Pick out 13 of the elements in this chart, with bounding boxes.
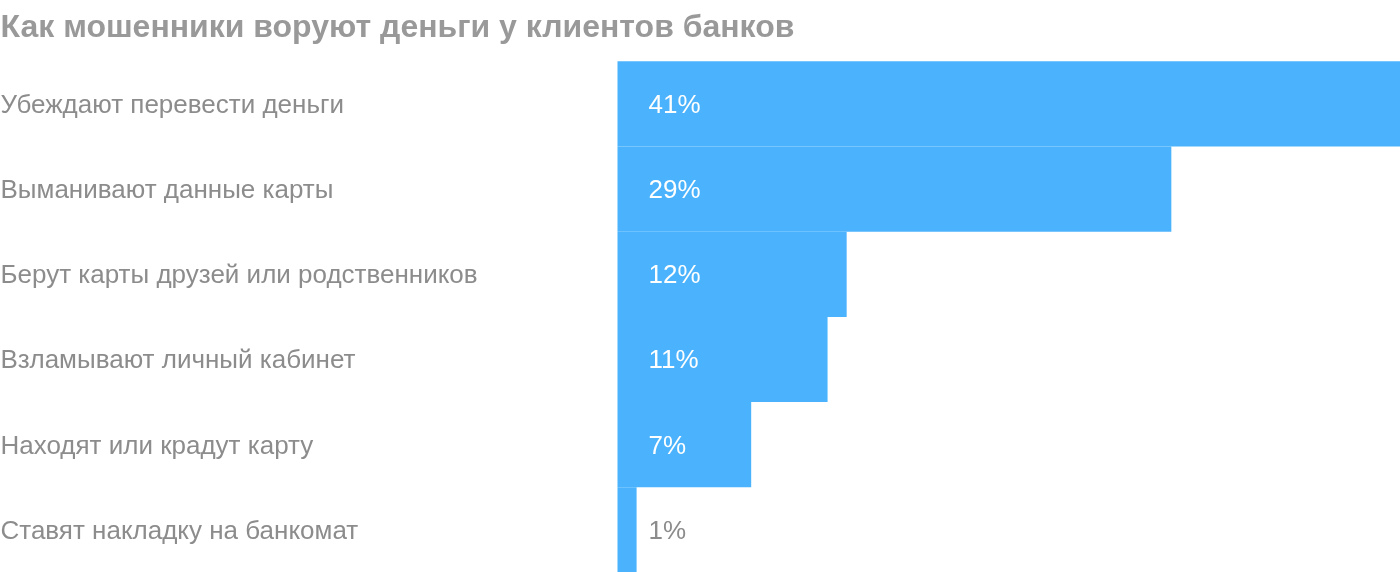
y-tick-label: Находят или крадут карту	[0, 429, 314, 460]
y-tick-label: Выманивают данные карты	[0, 174, 334, 205]
data-label: 29%	[648, 174, 701, 205]
y-tick-label: Взламывают личный кабинет	[0, 344, 356, 375]
chart-title: Как мошенники воруют деньги у клиентов банков	[0, 7, 795, 44]
data-label: 41%	[648, 88, 701, 119]
data-label: 7%	[648, 429, 687, 460]
data-label: 1%	[648, 514, 687, 545]
data-label: 11%	[648, 344, 699, 375]
data-label: 12%	[648, 259, 701, 290]
y-tick-label: Убеждают перевести деньги	[0, 88, 344, 119]
y-tick-label: Ставят накладку на банкомат	[0, 514, 359, 545]
y-tick-label: Берут карты друзей или родственников	[0, 259, 478, 290]
